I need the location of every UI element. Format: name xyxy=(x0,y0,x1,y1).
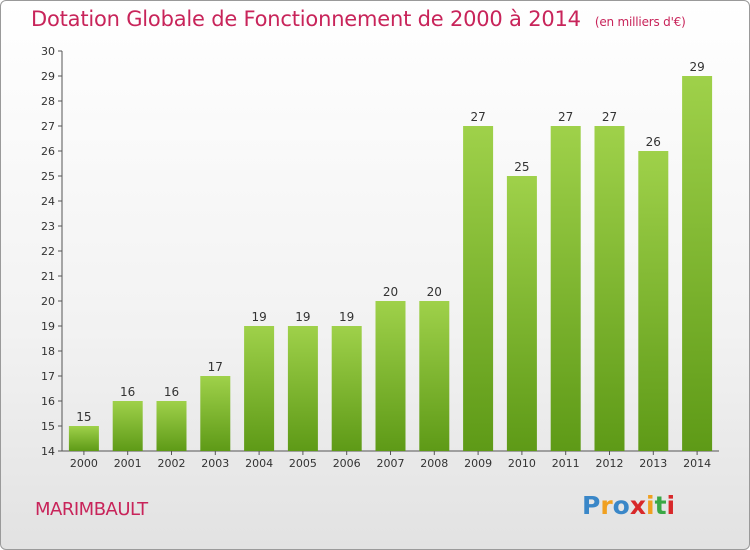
y-tick-label: 20 xyxy=(41,295,55,308)
y-tick-label: 15 xyxy=(41,420,55,433)
bar xyxy=(244,326,275,451)
bar xyxy=(375,301,406,451)
y-tick-label: 26 xyxy=(41,145,55,158)
bars xyxy=(68,76,713,451)
bar xyxy=(287,326,318,451)
y-tick-label: 16 xyxy=(41,395,55,408)
y-tick-label: 17 xyxy=(41,370,55,383)
data-label: 29 xyxy=(689,60,704,74)
logo-letter: r xyxy=(600,491,613,520)
logo-letter: x xyxy=(629,491,646,520)
x-tick-label: 2004 xyxy=(245,457,273,470)
data-label: 15 xyxy=(76,410,91,424)
x-tick-label: 2001 xyxy=(114,457,142,470)
axes: 14 15 16 17 18 19 20 21 22 23 24 25 26 27 28 29 30 2000 20… xyxy=(41,45,719,470)
x-tick-label: 2014 xyxy=(683,457,711,470)
data-label: 19 xyxy=(339,310,354,324)
y-tick-label: 29 xyxy=(41,70,55,83)
logo-letter: i xyxy=(646,491,655,520)
x-tick-label: 2011 xyxy=(552,457,580,470)
x-tick-label: 2012 xyxy=(596,457,624,470)
bar xyxy=(419,301,450,451)
bar xyxy=(463,126,494,451)
data-label: 17 xyxy=(208,360,223,374)
x-tick-label: 2002 xyxy=(158,457,186,470)
title-text: Dotation Globale de Fonctionnement de 20… xyxy=(31,7,581,31)
bar xyxy=(331,326,362,451)
data-label: 27 xyxy=(558,110,573,124)
commune-name: MARIMBAULT xyxy=(35,499,148,520)
x-tick-label: 2009 xyxy=(464,457,492,470)
data-label: 19 xyxy=(251,310,266,324)
data-label: 25 xyxy=(514,160,529,174)
x-tick-label: 2005 xyxy=(289,457,317,470)
y-tick-label: 27 xyxy=(41,120,55,133)
x-tick-label: 2007 xyxy=(377,457,405,470)
data-labels: 15 16 16 17 19 19 19 20 20 27 25 27 27 26 29 xyxy=(76,60,704,424)
x-tick-label: 2010 xyxy=(508,457,536,470)
x-tick-label: 2003 xyxy=(201,457,229,470)
logo-letter: t xyxy=(654,491,667,520)
y-tick-label: 28 xyxy=(41,95,55,108)
bar xyxy=(550,126,581,451)
bar xyxy=(200,376,231,451)
data-label: 27 xyxy=(470,110,485,124)
x-tick-label: 2013 xyxy=(639,457,667,470)
bar xyxy=(638,151,669,451)
y-tick-label: 19 xyxy=(41,320,55,333)
title-unit: (en milliers d'€) xyxy=(594,15,686,29)
data-label: 16 xyxy=(164,385,179,399)
logo-letter: P xyxy=(582,491,601,520)
y-tick-label: 25 xyxy=(41,170,55,183)
data-label: 20 xyxy=(427,285,442,299)
bar xyxy=(68,426,99,451)
y-tick-label: 21 xyxy=(41,270,55,283)
bar xyxy=(112,401,143,451)
x-tick-label: 2008 xyxy=(420,457,448,470)
proxiti-logo: Proxiti xyxy=(582,491,675,520)
data-label: 16 xyxy=(120,385,135,399)
data-label: 27 xyxy=(602,110,617,124)
y-tick-label: 24 xyxy=(41,195,55,208)
data-label: 26 xyxy=(646,135,661,149)
data-label: 20 xyxy=(383,285,398,299)
y-tick-label: 18 xyxy=(41,345,55,358)
logo-letter: i xyxy=(666,491,676,520)
bar xyxy=(156,401,187,451)
y-tick-label: 23 xyxy=(41,220,55,233)
y-tick-label: 14 xyxy=(41,445,55,458)
y-tick-label: 22 xyxy=(41,245,55,258)
x-tick-label: 2006 xyxy=(333,457,361,470)
x-tick-label: 2000 xyxy=(70,457,98,470)
logo-letter: o xyxy=(612,491,630,520)
data-label: 19 xyxy=(295,310,310,324)
bar xyxy=(682,76,713,451)
bar xyxy=(594,126,625,451)
chart-title: Dotation Globale de Fonctionnement de 20… xyxy=(31,7,686,31)
bar xyxy=(506,176,537,451)
y-tick-label: 30 xyxy=(41,45,55,58)
